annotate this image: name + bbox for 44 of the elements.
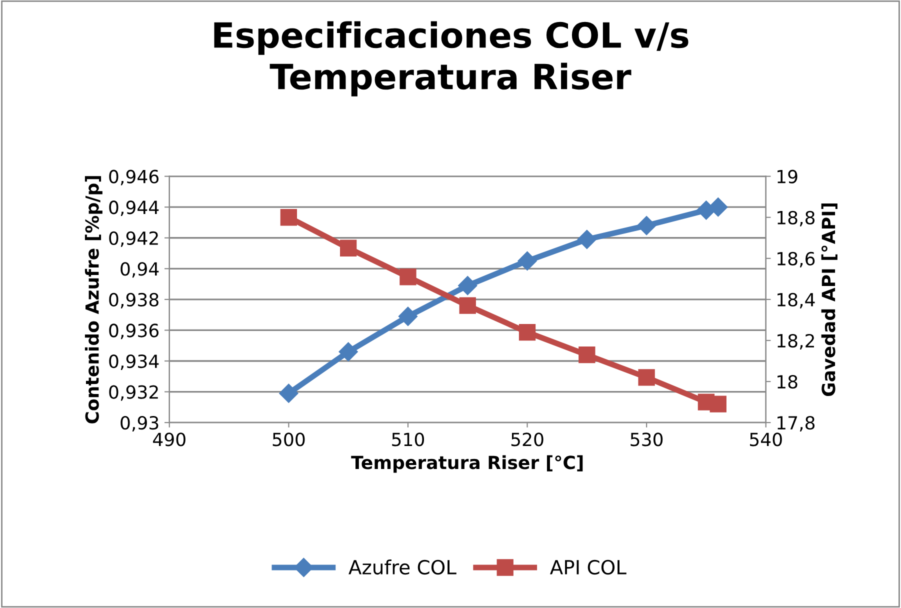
y-tick-label: 0,932 (109, 385, 158, 401)
x-tick-label: 520 (511, 432, 544, 446)
point (710, 396, 726, 412)
y-tick-label: 0,93 (120, 416, 158, 432)
point (279, 384, 298, 403)
point (400, 268, 416, 286)
y2-tick-label: 19 (778, 170, 798, 184)
y-tick-label: 0,936 (109, 324, 159, 340)
point (338, 342, 358, 362)
legend-label: Azufre COL (348, 560, 456, 575)
y-axis-title: Contenido Azufre [%p/p] (84, 176, 102, 424)
y2-tick-label: 18,8 (778, 210, 815, 226)
x-axis-title: Temperatura Riser [°C] (351, 455, 583, 473)
legend-label: API COL (550, 560, 626, 575)
point (638, 369, 655, 386)
y2-tick-label: 18 (778, 374, 798, 389)
point (577, 230, 596, 249)
y-tick-label: 0,944 (109, 200, 159, 216)
x-tick-label: 500 (272, 432, 305, 446)
chart-title: Especificaciones COL v/s Temperatura Riser (214, 21, 688, 96)
y2-tick-label: 17,8 (778, 416, 815, 432)
point (578, 346, 596, 364)
y-tick-label: 0,946 (109, 170, 159, 186)
point (458, 276, 478, 296)
y2-axis-title: Gavedad API [°API] (821, 203, 838, 396)
point (398, 306, 418, 326)
y2-tick-label: 18,2 (778, 334, 814, 350)
y2-tick-label: 18,4 (778, 292, 815, 308)
point (518, 324, 536, 341)
y-tick-label: 0,94 (120, 262, 159, 278)
point (518, 251, 537, 270)
point (340, 240, 357, 256)
x-tick-label: 540 (750, 432, 782, 446)
y2-tick-label: 18,6 (778, 252, 815, 268)
point (708, 198, 728, 217)
y-tick-label: 0,934 (109, 354, 159, 370)
point (459, 297, 476, 314)
point (280, 209, 298, 226)
point (637, 216, 656, 236)
x-tick-label: 510 (392, 432, 424, 446)
x-tick-label: 530 (630, 432, 663, 446)
y-tick-label: 0,938 (109, 292, 158, 308)
x-tick-label: 490 (153, 432, 186, 446)
y-tick-label: 0,942 (109, 231, 158, 247)
